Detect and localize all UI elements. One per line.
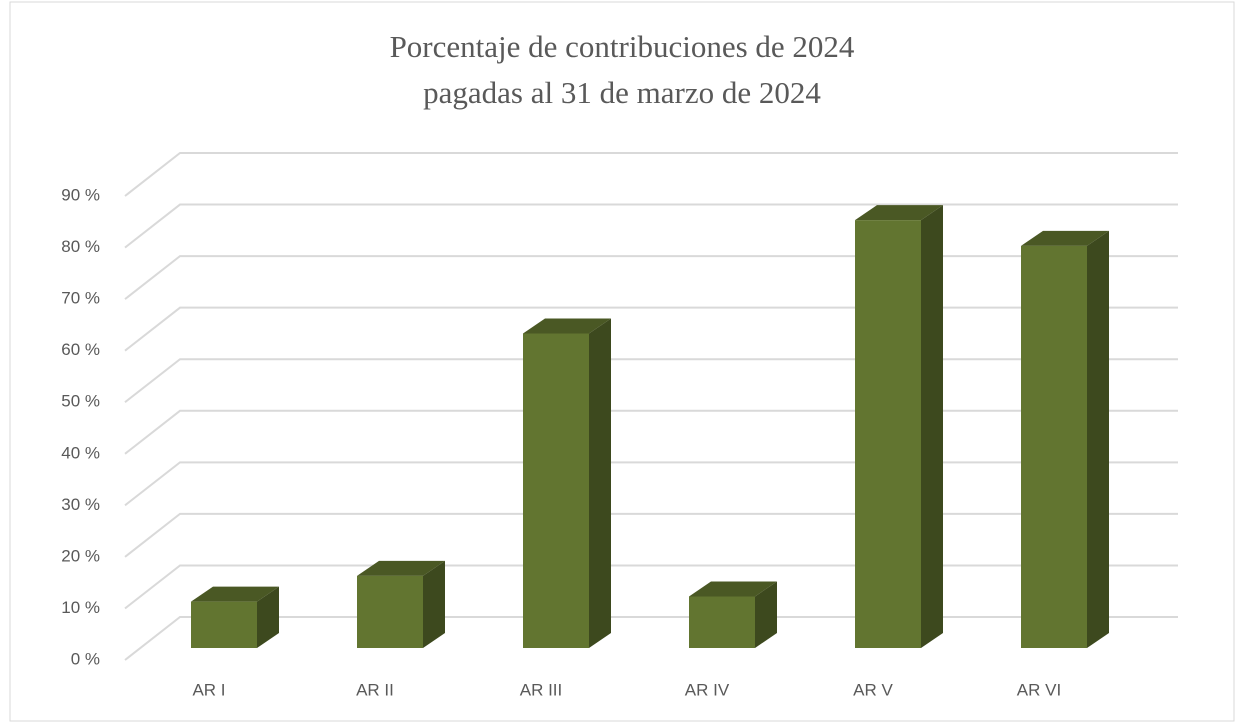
- y-tick-label: 60 %: [61, 340, 100, 359]
- y-tick-label: 40 %: [61, 443, 100, 462]
- bar: [1021, 230, 1109, 648]
- x-tick-label: AR II: [356, 680, 394, 699]
- bar-front: [357, 575, 423, 648]
- bar-side: [423, 560, 445, 648]
- x-tick-label: AR VI: [1017, 680, 1061, 699]
- bar: [191, 586, 279, 648]
- grid-line: [124, 255, 1178, 300]
- bar-side: [755, 581, 777, 648]
- bar-side: [589, 318, 611, 648]
- bar-side: [921, 205, 943, 649]
- grid-line: [124, 409, 1178, 455]
- bar-front: [689, 596, 755, 648]
- grid-line: [124, 152, 1178, 197]
- bar-top: [1021, 230, 1109, 246]
- grid-line: [124, 616, 1178, 661]
- chart-title: pagadas al 31 de marzo de 2024: [423, 75, 821, 110]
- y-tick-label: 20 %: [61, 546, 100, 565]
- y-tick-label: 70 %: [61, 289, 100, 308]
- grid-line: [124, 358, 1178, 404]
- bar-top: [357, 560, 445, 576]
- y-tick-label: 50 %: [61, 392, 100, 411]
- y-tick-label: 90 %: [61, 185, 100, 204]
- bar: [689, 581, 777, 648]
- bar-front: [1021, 245, 1087, 648]
- bar-front: [855, 220, 921, 649]
- y-tick-label: 10 %: [61, 598, 100, 617]
- x-tick-label: AR V: [853, 680, 893, 699]
- x-tick-label: AR I: [192, 680, 225, 699]
- y-tick-label: 30 %: [61, 495, 100, 514]
- bar-side: [257, 586, 279, 648]
- bar-top: [689, 581, 777, 597]
- chart-title: Porcentaje de contribuciones de 2024: [390, 29, 855, 64]
- bar-side: [1087, 230, 1109, 648]
- bar-front: [523, 333, 589, 648]
- bar-top: [191, 586, 279, 602]
- x-tick-label: AR III: [520, 680, 563, 699]
- grid-line: [124, 461, 1178, 507]
- bar-top: [855, 205, 943, 221]
- y-tick-label: 80 %: [61, 237, 100, 256]
- bar-front: [191, 601, 257, 648]
- grid-line: [124, 203, 1178, 249]
- bar: [357, 560, 445, 648]
- grid-line: [124, 564, 1178, 610]
- bar-top: [523, 318, 611, 334]
- y-tick-label: 0 %: [71, 649, 100, 668]
- bar: [855, 205, 943, 649]
- x-tick-label: AR IV: [685, 680, 730, 699]
- grid-line: [124, 512, 1178, 558]
- bar: [523, 318, 611, 648]
- grid-line: [124, 306, 1178, 352]
